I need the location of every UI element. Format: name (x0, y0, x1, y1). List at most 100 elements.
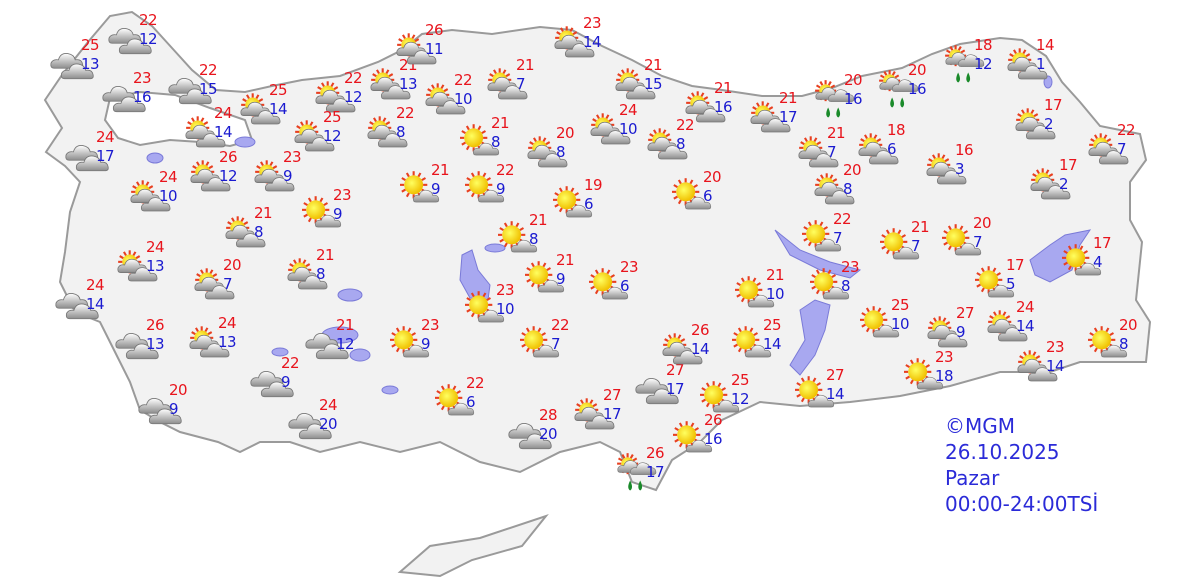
high-temp: 21 (714, 79, 733, 97)
partly-cloudy-icon (798, 136, 839, 168)
high-temp: 23 (583, 14, 602, 32)
high-temp: 21 (779, 89, 798, 107)
low-temp: 10 (766, 285, 785, 303)
low-temp: 14 (1016, 317, 1035, 335)
high-temp: 26 (691, 321, 710, 339)
station: 21 10 (735, 267, 807, 309)
low-temp: 15 (644, 75, 663, 93)
high-temp: 25 (891, 296, 910, 314)
partly-cloudy-icon (1017, 350, 1058, 382)
station: 17 4 (1062, 235, 1134, 277)
mostly-sunny-icon (525, 261, 565, 293)
high-temp: 26 (146, 316, 165, 334)
high-temp: 21 (911, 218, 930, 236)
low-temp: 7 (833, 229, 843, 247)
low-temp: 14 (214, 123, 233, 141)
low-temp: 7 (1117, 140, 1127, 158)
mostly-sunny-icon (735, 276, 775, 308)
low-temp: 9 (169, 400, 179, 418)
mostly-sunny-icon (1088, 326, 1128, 358)
high-temp: 23 (1046, 338, 1065, 356)
station: 20 16 (877, 62, 949, 108)
partly-cloudy-icon (1088, 133, 1129, 165)
low-temp: 5 (1006, 275, 1016, 293)
rain-icon (945, 45, 985, 83)
partly-cloudy-icon (927, 316, 968, 348)
low-temp: 12 (219, 167, 238, 185)
low-temp: 7 (223, 275, 233, 293)
high-temp: 24 (319, 396, 338, 414)
low-temp: 16 (714, 98, 733, 116)
partly-cloudy-icon (287, 258, 328, 290)
mostly-sunny-icon (810, 268, 850, 300)
station: 20 8 (525, 125, 597, 168)
low-temp: 9 (496, 180, 506, 198)
partly-cloudy-icon (240, 93, 281, 125)
station: 23 9 (390, 317, 462, 359)
low-temp: 12 (336, 335, 355, 353)
mostly-sunny-icon (589, 268, 629, 300)
partly-cloudy-icon (294, 120, 335, 152)
high-temp: 21 (766, 266, 785, 284)
cloudy-icon (250, 370, 294, 398)
mostly-sunny-icon (460, 124, 500, 156)
low-temp: 13 (399, 75, 418, 93)
high-temp: 21 (529, 211, 548, 229)
station: 25 12 (292, 109, 364, 152)
low-temp: 10 (891, 315, 910, 333)
low-temp: 14 (763, 335, 782, 353)
high-temp: 24 (1016, 298, 1035, 316)
mostly-sunny-icon (904, 358, 944, 390)
station: 21 8 (285, 247, 357, 290)
lake-tuz (459, 249, 491, 301)
station: 23 18 (904, 349, 976, 391)
high-temp: 20 (973, 214, 992, 232)
high-temp: 20 (908, 61, 927, 79)
mostly-sunny-icon (1062, 244, 1102, 276)
partly-cloudy-icon (185, 116, 226, 148)
low-temp: 8 (1119, 335, 1129, 353)
lake-van (1029, 229, 1092, 283)
station: 20 9 (138, 382, 210, 425)
low-temp: 17 (603, 405, 622, 423)
station: 26 12 (188, 149, 260, 192)
partly-cloudy-icon (814, 173, 855, 205)
high-temp: 17 (1044, 96, 1063, 114)
low-temp: 6 (887, 140, 897, 158)
low-temp: 8 (254, 223, 264, 241)
low-temp: 18 (935, 367, 954, 385)
high-temp: 17 (1093, 234, 1112, 252)
low-temp: 8 (556, 143, 566, 161)
day-label: Pazar (945, 466, 1000, 490)
high-temp: 20 (556, 124, 575, 142)
partly-cloudy-icon (554, 26, 595, 58)
high-temp: 26 (646, 444, 665, 462)
station: 16 3 (924, 142, 996, 185)
station: 22 12 (108, 12, 180, 55)
station: 21 9 (525, 252, 597, 294)
high-temp: 20 (223, 256, 242, 274)
high-temp: 27 (666, 361, 685, 379)
low-temp: 10 (454, 90, 473, 108)
low-temp: 14 (86, 295, 105, 313)
partly-cloudy-icon (750, 101, 791, 133)
low-temp: 13 (81, 55, 100, 73)
high-temp: 24 (214, 104, 233, 122)
low-temp: 12 (344, 88, 363, 106)
high-temp: 24 (86, 276, 105, 294)
station: 27 9 (925, 305, 997, 348)
station: 21 7 (880, 219, 952, 261)
low-temp: 6 (584, 195, 594, 213)
cloudy-icon (508, 422, 552, 450)
high-temp: 26 (704, 411, 723, 429)
high-temp: 20 (1119, 316, 1138, 334)
high-temp: 22 (551, 316, 570, 334)
station: 20 7 (192, 257, 264, 300)
high-temp: 22 (139, 11, 158, 29)
partly-cloudy-icon (662, 333, 703, 365)
high-temp: 21 (491, 114, 510, 132)
station: 23 14 (1015, 339, 1087, 382)
station: 22 9 (465, 162, 537, 204)
partly-cloudy-icon (130, 180, 171, 212)
